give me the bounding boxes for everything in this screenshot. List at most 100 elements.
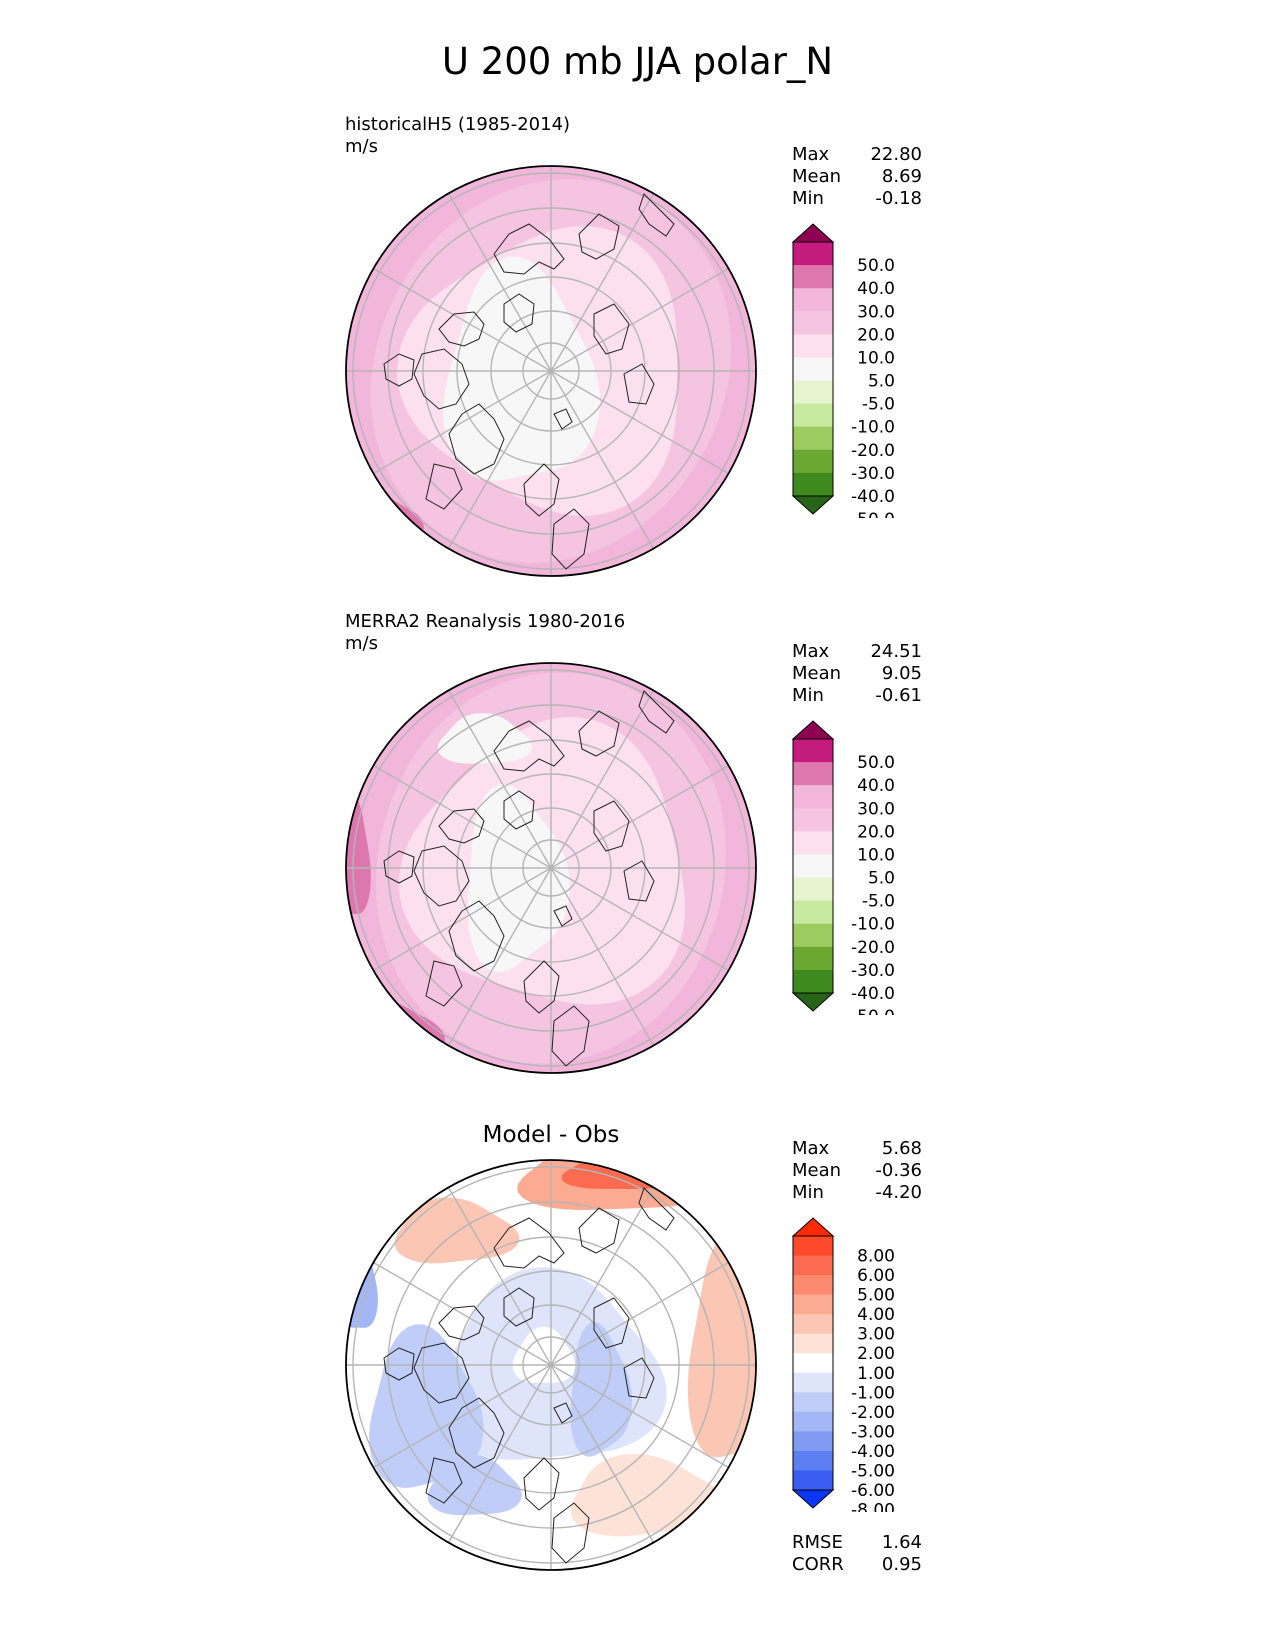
- coastline: [623, 363, 655, 405]
- panel-title: MERRA2 Reanalysis 1980-2016 m/s: [345, 611, 625, 655]
- field-band-0: [443, 256, 600, 481]
- colorbar-tick-label: -20.0: [851, 441, 895, 461]
- colorbar-tick-label: 30.0: [857, 799, 895, 819]
- colorbar-cell: [793, 1353, 833, 1374]
- stat-value-min: -0.61: [875, 685, 922, 706]
- coastline: [523, 960, 560, 1014]
- colorbar-cell: [793, 739, 833, 763]
- colorbar: 8.006.005.004.003.002.001.00-1.00-2.00-3…: [791, 1217, 895, 1512]
- meridian-line: [447, 690, 552, 869]
- coastline: [383, 850, 415, 884]
- panel-model: historicalH5 (1985-2014) m/s Max 22.80 Me…: [0, 112, 1275, 602]
- colorbar-tick-label: -8.00: [851, 1501, 895, 1512]
- coastline: [523, 463, 560, 517]
- stat-value-mean: 8.69: [881, 166, 922, 187]
- coastline: [448, 403, 505, 475]
- colorbar-tick-label: 4.00: [857, 1305, 895, 1325]
- colorbar-cell: [793, 426, 833, 451]
- stat-label-mean: Mean: [792, 663, 842, 684]
- meridian-line: [373, 267, 552, 372]
- coastline: [593, 303, 630, 355]
- stat-value-mean: -0.36: [875, 1160, 922, 1181]
- meridian-line: [550, 1364, 729, 1469]
- colorbar-tick-label: -5.00: [851, 1461, 895, 1481]
- colorbar-tick-label: 8.00: [857, 1247, 895, 1267]
- colorbar-tick-label: 5.00: [857, 1286, 895, 1306]
- colorbar-tick-label: -50.0: [851, 1007, 895, 1015]
- map-field: [346, 166, 756, 576]
- colorbar-frame: [792, 241, 834, 497]
- colorbar-cell: [793, 1236, 833, 1257]
- stat-value-max: 22.80: [870, 144, 922, 165]
- coastline: [638, 193, 675, 237]
- coastline: [503, 790, 535, 830]
- colorbar-extend-min: [791, 992, 835, 1012]
- meridian-line: [447, 1364, 552, 1543]
- coastline: [413, 348, 470, 410]
- stat-label-max: Max: [792, 641, 830, 662]
- panel-title-case: historicalH5 (1985-2014): [345, 114, 571, 135]
- colorbar-cell: [793, 449, 833, 474]
- colorbar-cell: [793, 380, 833, 405]
- colorbar-extend-min: [791, 1489, 835, 1509]
- coastline: [448, 900, 505, 972]
- polar-map: [345, 662, 757, 1074]
- colorbar: 50.0 40.0 30.0 20.0 10.0 5.0 -5.0 -10.0 -20.0 -30…: [791, 223, 895, 518]
- colorbar-tick-label: 10.0: [857, 845, 895, 865]
- meridian-line: [373, 1261, 552, 1366]
- coastline: [578, 710, 620, 757]
- coastline: [493, 223, 565, 275]
- colorbar-cell: [793, 762, 833, 786]
- colorbar-cell: [793, 877, 833, 902]
- coastline: [593, 800, 630, 852]
- coastline: [593, 1297, 630, 1349]
- stat-label-mean: Mean: [792, 166, 842, 187]
- colorbar-frame: [792, 738, 834, 994]
- colorbar-tick-label: 50.0: [857, 256, 895, 276]
- panel-difference: Model - Obs Max 5.68 Mean -0.36 Min -4.20 8…: [0, 1106, 1275, 1596]
- coastline: [438, 311, 485, 347]
- coastline: [578, 213, 620, 260]
- coastline: [493, 720, 565, 772]
- polar-map: [345, 165, 757, 577]
- colorbar-cell: [793, 1470, 833, 1491]
- colorbar-cell: [793, 472, 833, 497]
- colorbar-cell: [793, 1294, 833, 1315]
- stat-value-min: -4.20: [875, 1182, 922, 1203]
- colorbar-cell: [793, 1392, 833, 1413]
- colorbar-extend-max: [791, 720, 835, 740]
- meridian-line: [373, 867, 552, 972]
- panel-title-units: m/s: [345, 136, 378, 157]
- colorbar-cell: [793, 357, 833, 382]
- colorbar-extend-max: [791, 223, 835, 243]
- meridian-line: [550, 1187, 655, 1366]
- coastline: [438, 1305, 485, 1341]
- metric-label-corr: CORR: [792, 1554, 844, 1575]
- field-band-neg3: [346, 1237, 378, 1328]
- coastline: [438, 808, 485, 844]
- colorbar-cell: [793, 808, 833, 832]
- colorbar-cell: [793, 1255, 833, 1276]
- panel-title-units: m/s: [345, 633, 378, 654]
- meridian-line: [550, 193, 655, 372]
- metric-value-corr: 0.95: [881, 1554, 922, 1575]
- colorbar-cell: [793, 923, 833, 948]
- colorbar-tick-label: -10.0: [851, 915, 895, 935]
- meridian-line: [550, 370, 655, 549]
- stat-value-max: 5.68: [881, 1138, 922, 1159]
- meridian-line: [550, 370, 729, 475]
- coastline: [425, 1457, 463, 1504]
- colorbar-tick-label: 5.0: [868, 869, 895, 889]
- colorbar-tick-label: -3.00: [851, 1422, 895, 1442]
- field-band-neg2: [427, 1454, 522, 1516]
- colorbar-tick-label: 3.00: [857, 1325, 895, 1345]
- field-band-0: [437, 713, 532, 764]
- stat-label-mean: Mean: [792, 1160, 842, 1181]
- coastline: [638, 690, 675, 734]
- meridian-line: [447, 1187, 552, 1366]
- stat-value-max: 24.51: [870, 641, 922, 662]
- panel-obs: MERRA2 Reanalysis 1980-2016 m/s Max 24.51…: [0, 609, 1275, 1099]
- colorbar-tick-label: -5.0: [862, 395, 895, 415]
- meridian-line: [447, 867, 552, 1046]
- colorbar-cell: [793, 969, 833, 994]
